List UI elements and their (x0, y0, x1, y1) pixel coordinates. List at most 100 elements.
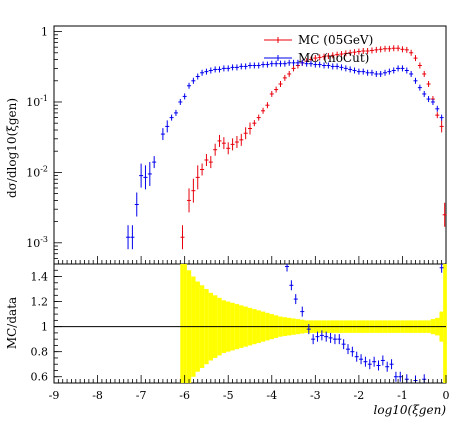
bottom-y-tick-label: 1 (41, 321, 48, 334)
top-point-blue (317, 61, 322, 68)
top-point-blue (152, 156, 157, 169)
top-point-red (230, 138, 235, 151)
top-point-red (208, 156, 213, 169)
ratio-point (300, 306, 305, 317)
top-point-red (378, 46, 383, 53)
top-point-red (180, 225, 185, 250)
top-point-red (326, 52, 331, 59)
x-tick-label: -7 (136, 389, 147, 402)
top-point-blue (261, 61, 266, 68)
top-y-tick-label: 10-3 (26, 235, 48, 250)
top-point-blue (391, 67, 396, 74)
top-point-blue (439, 114, 444, 121)
top-point-red (404, 46, 409, 53)
top-point-blue (430, 98, 435, 105)
legend-label-blue: MC (noCut) (298, 51, 369, 65)
top-point-red (352, 49, 357, 56)
top-point-blue (269, 60, 274, 67)
ratio-band-bin (443, 264, 447, 383)
top-point-blue (435, 105, 440, 112)
ratio-point (324, 331, 329, 342)
bottom-y-tick-label: 1.2 (31, 296, 49, 309)
top-point-blue (304, 60, 309, 67)
top-point-red (422, 70, 427, 77)
top-point-red (442, 202, 447, 227)
x-tick-label: -8 (92, 389, 103, 402)
ratio-point (363, 356, 368, 367)
top-point-blue (365, 69, 370, 76)
top-point-red (435, 112, 440, 119)
top-point-blue (378, 70, 383, 77)
top-point-red (365, 47, 370, 54)
top-point-red (348, 49, 353, 56)
top-point-blue (178, 98, 183, 105)
top-point-blue (134, 192, 139, 217)
top-point-red (261, 107, 266, 114)
top-point-red (356, 48, 361, 55)
top-point-red (221, 137, 226, 150)
top-point-blue (308, 60, 313, 67)
top-point-blue (230, 64, 235, 71)
ratio-point (285, 264, 290, 272)
ratio-point (398, 371, 403, 382)
top-point-blue (147, 161, 152, 186)
ratio-band (54, 264, 447, 383)
top-point-blue (248, 62, 252, 69)
top-point-red (287, 70, 292, 77)
ratio-point (385, 361, 390, 372)
x-tick-label: -2 (354, 389, 365, 402)
top-point-red (400, 46, 405, 53)
exponent: -2 (40, 164, 48, 173)
top-point-blue (187, 82, 192, 89)
top-point-blue (300, 59, 305, 66)
top-point-red (278, 81, 283, 88)
top-point-blue (173, 109, 178, 116)
top-point-blue (252, 62, 257, 69)
top-point-red (396, 45, 401, 52)
ticks-layer: -9 -8 -7 -6 -5 -4 -3 -2 -1 0 10-3 10-2 10-1 1 0.6 0.8 1 1… (26, 26, 449, 402)
top-point-blue (343, 65, 348, 72)
top-point-blue (352, 67, 357, 74)
top-point-blue (213, 66, 218, 73)
top-point-blue (165, 120, 170, 133)
x-tick-label: -1 (397, 389, 408, 402)
top-point-blue (326, 62, 331, 69)
top-point-red (248, 122, 252, 135)
top-point-blue (295, 59, 300, 66)
ratio-point (359, 354, 364, 365)
top-point-red (243, 127, 248, 140)
top-point-red (317, 54, 322, 61)
top-point-red (239, 133, 244, 146)
bottom-y-tick-label: 0.6 (31, 371, 49, 384)
top-point-red (269, 90, 274, 97)
bottom-y-tick-label: 0.8 (31, 346, 49, 359)
ratio-point (293, 294, 298, 305)
top-point-red (361, 47, 366, 54)
top-point-blue (387, 68, 392, 75)
top-point-red (200, 163, 205, 176)
top-point-red (256, 114, 261, 121)
x-tick-label: -5 (223, 389, 234, 402)
ratio-point (346, 344, 350, 355)
x-axis-title: log10(ξgen) (374, 403, 447, 417)
ratio-point (337, 334, 342, 345)
top-point-red (291, 65, 296, 72)
top-point-blue (239, 63, 244, 70)
top-point-blue (200, 69, 205, 76)
top-point-red (426, 81, 431, 88)
ratio-point (389, 359, 394, 370)
top-point-blue (374, 70, 379, 77)
top-point-red (343, 50, 348, 57)
top-point-red (374, 46, 379, 53)
top-panel-frame (53, 25, 447, 265)
bottom-y-axis-title: MC/data (5, 297, 19, 349)
top-point-blue (204, 68, 209, 75)
top-point-blue (282, 60, 287, 67)
ratio-point (393, 371, 398, 382)
top-point-blue (404, 67, 409, 74)
ratio-band-bin (180, 264, 184, 383)
top-y-tick-label: 10-1 (26, 94, 48, 109)
top-point-red (417, 62, 422, 69)
top-y-tick-label: 10-2 (26, 164, 48, 179)
top-point-red (383, 45, 388, 52)
